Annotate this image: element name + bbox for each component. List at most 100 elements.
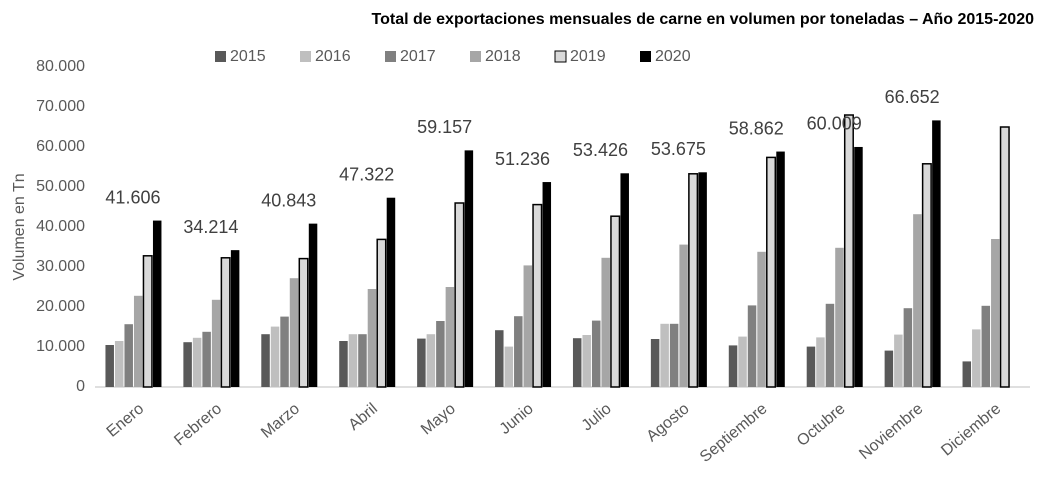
bar	[932, 120, 941, 387]
bar	[999, 126, 1010, 388]
bar	[124, 324, 133, 387]
legend-label: 2020	[655, 48, 691, 65]
data-label: 58.862	[729, 118, 784, 138]
bar	[514, 316, 523, 387]
bar	[348, 334, 358, 387]
legend-swatch	[554, 50, 567, 63]
x-tick-label: Abril	[346, 400, 381, 434]
bar	[669, 323, 679, 387]
x-tick-label: Febrero	[171, 400, 225, 449]
bar	[698, 172, 707, 387]
y-tick-label: 20.000	[36, 298, 85, 315]
bar	[835, 247, 844, 387]
bar	[183, 342, 192, 387]
bar	[280, 316, 289, 387]
data-label: 53.426	[573, 140, 628, 160]
y-tick-label: 10.000	[36, 338, 85, 355]
bar	[894, 334, 903, 387]
bar	[192, 337, 202, 387]
bar	[358, 334, 367, 387]
bar	[816, 337, 825, 387]
bar	[572, 338, 582, 387]
legend-swatch	[215, 51, 226, 62]
bar	[152, 220, 162, 387]
legend-swatch	[300, 51, 311, 62]
bar	[298, 257, 309, 388]
bar	[582, 335, 591, 387]
bar	[270, 326, 280, 387]
bar	[426, 334, 436, 387]
data-label: 66.652	[885, 87, 940, 107]
bar	[114, 341, 124, 387]
bar	[660, 323, 669, 387]
legend-label: 2018	[485, 48, 521, 65]
bar	[495, 330, 504, 387]
bar	[220, 257, 231, 388]
bar	[504, 346, 514, 387]
bar	[884, 350, 894, 387]
bar	[211, 299, 221, 387]
data-label: 51.236	[495, 149, 550, 169]
bar	[202, 331, 211, 387]
bar	[289, 278, 299, 387]
legend-swatch	[385, 51, 396, 62]
bar	[921, 163, 932, 388]
bar	[843, 114, 854, 388]
bar	[766, 156, 777, 388]
bar	[591, 320, 601, 387]
x-tick-label: Noviembre	[856, 400, 926, 463]
data-label: 53.675	[651, 139, 706, 159]
bar	[261, 334, 270, 387]
x-tick-label: Agosto	[644, 400, 693, 445]
bar	[523, 265, 533, 387]
data-label: 60.009	[807, 114, 862, 134]
legend-swatch	[640, 51, 651, 62]
bar	[806, 346, 816, 387]
bar	[776, 151, 785, 387]
bar	[650, 339, 660, 387]
chart-title: Total de exportaciones mensuales de carn…	[372, 11, 1035, 28]
bar	[757, 251, 766, 387]
bar	[142, 255, 153, 388]
bar	[454, 202, 465, 388]
y-tick-label: 60.000	[36, 138, 85, 155]
bar	[445, 287, 455, 387]
bar	[620, 173, 629, 387]
data-label: 59.157	[417, 117, 472, 137]
x-tick-label: Julio	[579, 400, 615, 434]
bar	[610, 215, 621, 388]
bar	[679, 244, 688, 387]
y-tick-label: 0	[76, 378, 85, 395]
bar	[688, 173, 699, 388]
y-axis-label: Volumen en Tn	[11, 173, 28, 280]
bar	[436, 321, 445, 387]
bar	[542, 182, 552, 387]
y-tick-label: 30.000	[36, 258, 85, 275]
y-tick-label: 50.000	[36, 178, 85, 195]
bar	[464, 150, 474, 387]
bar	[367, 289, 377, 387]
x-tick-label: Junio	[497, 400, 537, 438]
legend-label: 2017	[400, 48, 436, 65]
legend-label: 2019	[570, 48, 606, 65]
bar	[728, 345, 738, 387]
x-tick-label: Diciembre	[938, 400, 1004, 459]
bar	[601, 257, 610, 387]
bar	[972, 329, 981, 387]
bar	[133, 295, 143, 387]
bar	[105, 345, 114, 387]
data-label: 47.322	[339, 164, 394, 184]
x-tick-label: Octubre	[794, 400, 849, 450]
y-tick-label: 70.000	[36, 98, 85, 115]
bar	[376, 238, 387, 388]
legend-swatch	[470, 51, 481, 62]
legend-label: 2016	[315, 48, 351, 65]
bar	[991, 239, 1000, 387]
bar	[386, 197, 396, 387]
x-tick-label: Mayo	[418, 400, 459, 438]
y-tick-label: 80.000	[36, 58, 85, 75]
bar	[825, 303, 835, 387]
data-label: 34.214	[183, 217, 238, 237]
legend-label: 2015	[230, 48, 266, 65]
bar	[230, 250, 240, 387]
